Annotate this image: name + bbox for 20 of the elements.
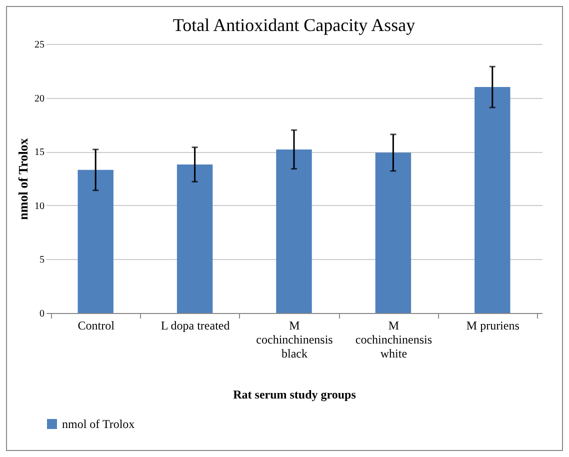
x-tick-label: M cochinchinensis white: [355, 318, 432, 360]
bar: [176, 164, 213, 313]
x-axis-title: Rat serum study groups: [233, 388, 356, 402]
y-tick-label: 5: [40, 254, 44, 266]
bar: [78, 170, 114, 313]
y-tick-label: 10: [34, 200, 44, 212]
x-tick-label: M pruriens: [466, 318, 520, 332]
y-tick-label: 0: [40, 308, 44, 320]
chart-title: Total Antioxidant Capacity Assay: [172, 15, 416, 35]
y-tick-label: 20: [34, 93, 44, 104]
x-tick-label: L dopa treated: [160, 318, 230, 332]
bar: [375, 152, 412, 313]
x-tick-label: Control: [78, 318, 116, 332]
y-axis-title: nmol of Trolox: [16, 138, 30, 220]
bar: [474, 87, 510, 313]
y-tick-label: 25: [34, 40, 44, 50]
legend-label: nmol of Trolox: [62, 417, 135, 431]
x-tick-label: M cochinchinensis black: [256, 318, 334, 360]
y-tick-label: 15: [34, 147, 44, 158]
bar: [276, 149, 312, 313]
